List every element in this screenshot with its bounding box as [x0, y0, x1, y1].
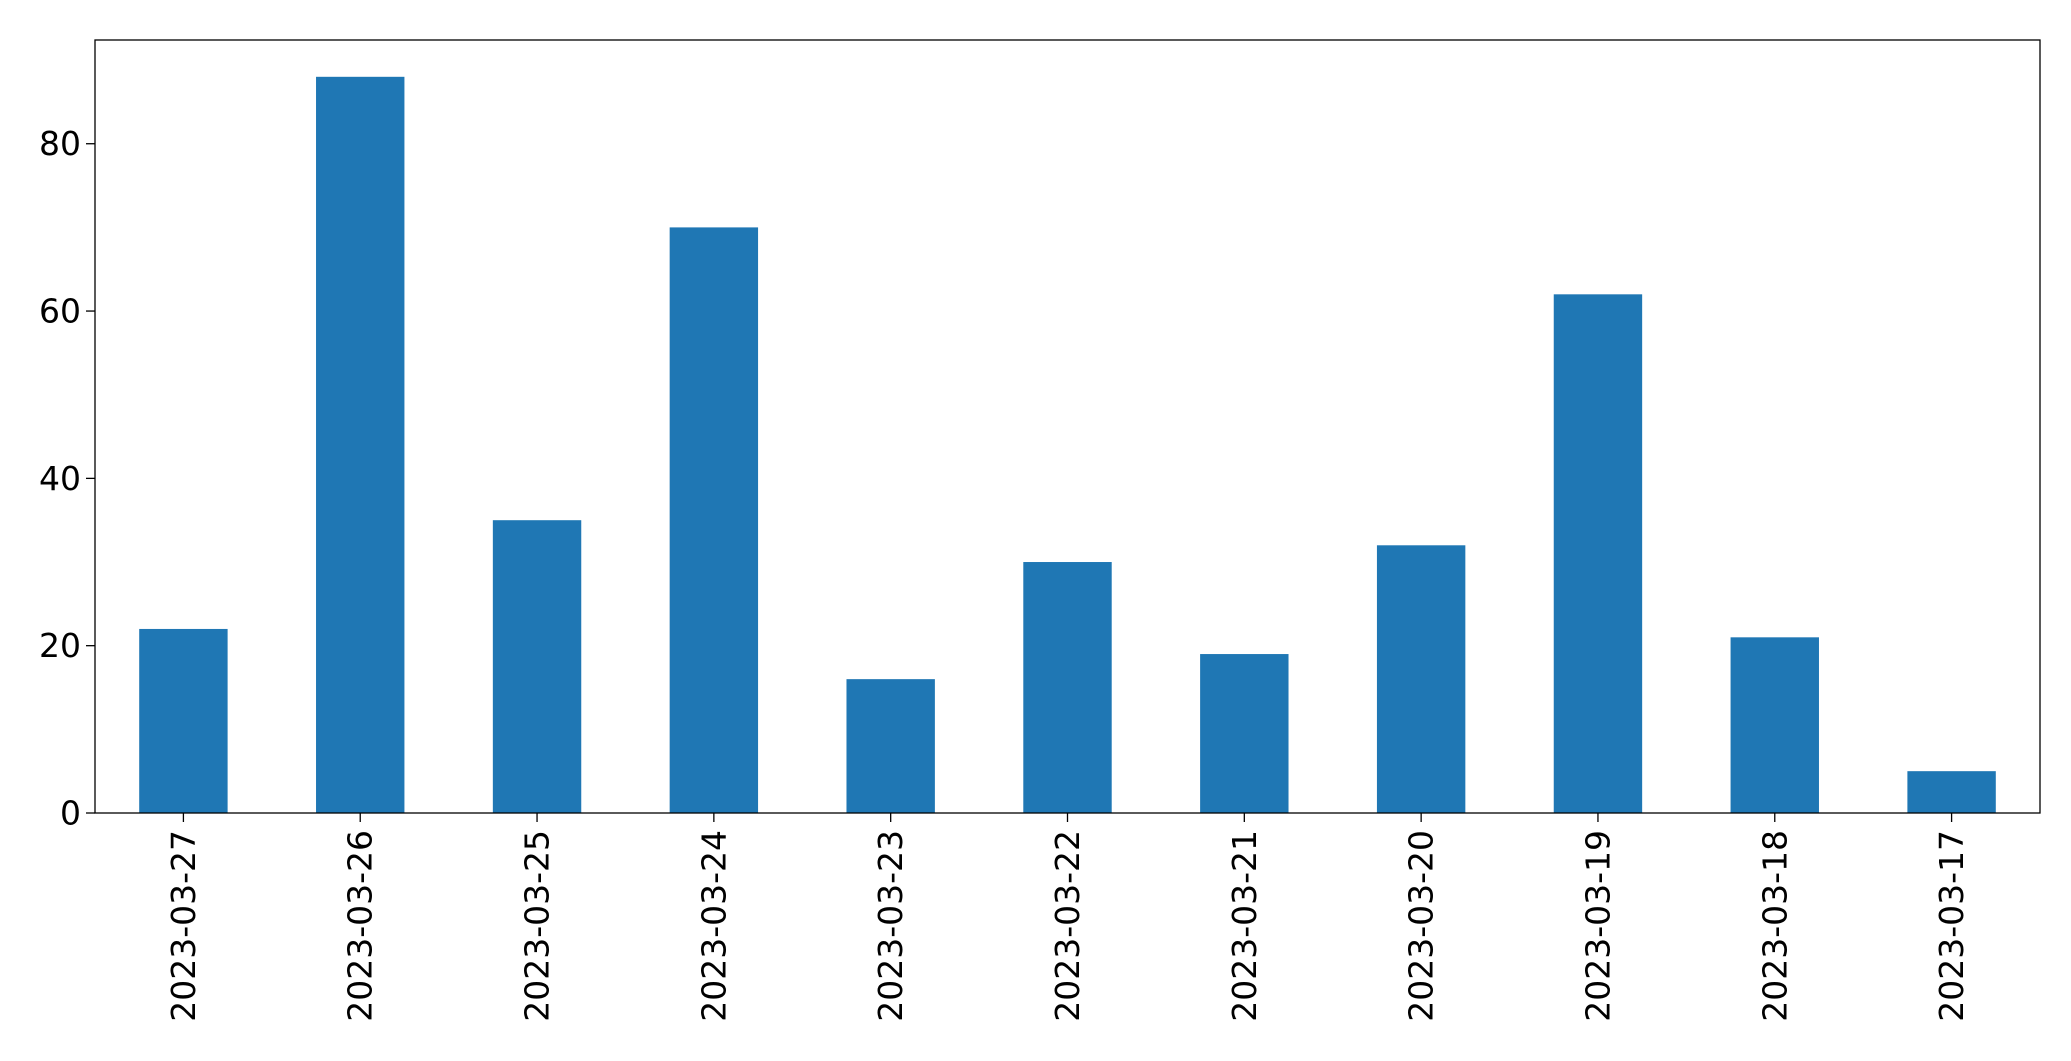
- bar: [492, 520, 582, 813]
- bar: [1730, 637, 1819, 813]
- x-tick-label: 2023-03-27: [164, 830, 203, 1022]
- y-tick-label: 60: [39, 292, 81, 331]
- bar: [1023, 562, 1112, 813]
- x-tick-label: 2023-03-24: [694, 830, 733, 1022]
- x-tick-label: 2023-03-26: [341, 830, 380, 1022]
- bar: [846, 679, 935, 813]
- bar: [1553, 294, 1643, 814]
- bar: [669, 227, 759, 814]
- bar: [1376, 545, 1466, 813]
- x-tick-label: 2023-03-21: [1225, 830, 1264, 1022]
- bar: [139, 628, 228, 813]
- x-tick-label: 2023-03-23: [871, 830, 910, 1022]
- y-tick-label: 0: [60, 794, 81, 833]
- y-tick-label: 80: [39, 124, 81, 163]
- y-axis: 0 20 40 60 80: [39, 124, 95, 833]
- bar: [1200, 654, 1289, 813]
- x-tick-label: 2023-03-20: [1402, 830, 1441, 1022]
- bar: [316, 76, 405, 814]
- bars: [139, 76, 1996, 814]
- y-tick-label: 20: [39, 626, 81, 665]
- x-tick-label: 2023-03-22: [1048, 830, 1087, 1022]
- x-axis: 2023-03-27 2023-03-26 2023-03-25 2023-03-24…: [164, 813, 1971, 1022]
- x-tick-label: 2023-03-18: [1755, 830, 1794, 1022]
- x-tick-label: 2023-03-19: [1578, 830, 1617, 1022]
- x-tick-label: 2023-03-25: [518, 830, 557, 1022]
- bar: [1907, 771, 1996, 813]
- y-tick-label: 40: [39, 459, 81, 498]
- plot-frame: [94, 39, 2041, 814]
- x-tick-label: 2023-03-17: [1932, 830, 1971, 1022]
